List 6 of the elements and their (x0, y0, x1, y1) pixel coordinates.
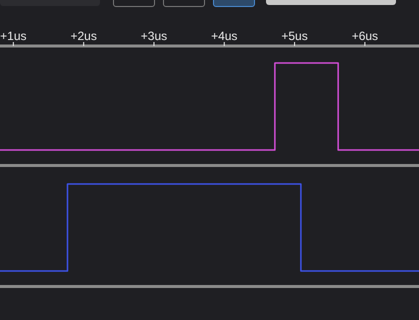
x-tick-label: +5us (281, 29, 308, 43)
x-tick-label: +3us (140, 29, 168, 43)
x-tick-label: +2us (70, 29, 97, 43)
x-tick-label: +6us (352, 29, 378, 43)
x-tick-label: +4us (211, 29, 238, 43)
x-tick-label: +1us (0, 29, 27, 43)
